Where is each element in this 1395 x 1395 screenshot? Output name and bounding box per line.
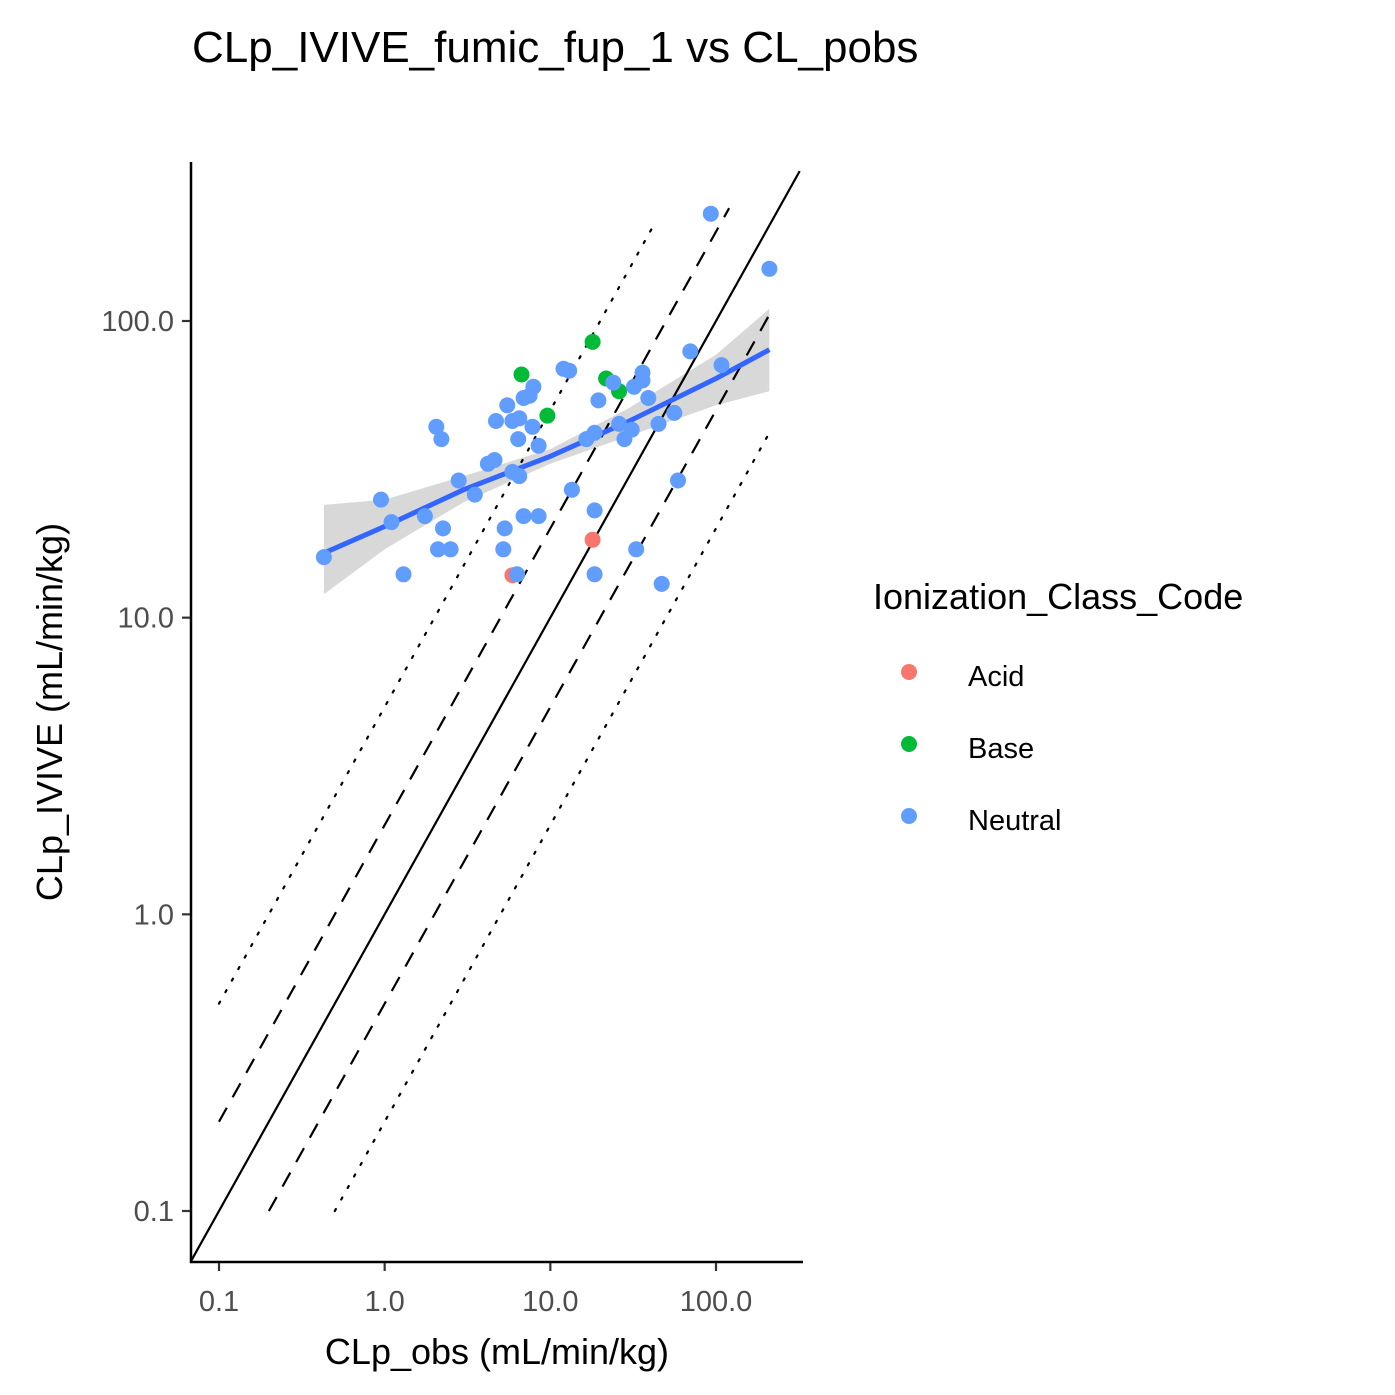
point-neutral: [530, 437, 547, 454]
reference-line-dashed-1: [218, 207, 731, 1123]
legend-title: Ionization_Class_Code: [873, 576, 1243, 617]
point-neutral: [430, 541, 446, 558]
point-neutral: [530, 508, 547, 525]
y-ticks: 0.1 1.0 10.0 100.0: [101, 306, 190, 1228]
y-axis-title: CLp_IVIVE (mL/min/kg): [29, 523, 70, 901]
point-neutral: [495, 541, 512, 558]
point-neutral: [666, 404, 683, 421]
point-neutral: [511, 468, 528, 485]
point-neutral: [563, 481, 580, 498]
x-tick-label: 100.0: [680, 1286, 753, 1318]
legend-key-base: [901, 736, 917, 752]
point-neutral: [525, 378, 542, 395]
point-neutral: [590, 392, 607, 409]
point-neutral: [623, 421, 640, 438]
point-neutral: [524, 418, 541, 435]
point-neutral: [586, 424, 603, 441]
point-neutral: [496, 520, 513, 537]
point-base: [584, 333, 601, 350]
point-neutral: [605, 374, 622, 391]
series-neutral: [315, 205, 778, 592]
point-neutral: [373, 491, 389, 508]
y-tick-label: 100.0: [101, 306, 174, 338]
reference-line-dashed-2: [267, 314, 771, 1212]
point-neutral: [433, 431, 450, 448]
point-neutral: [486, 452, 503, 468]
legend: Ionization_Class_Code Acid Base Neutral: [873, 576, 1243, 837]
confidence-band: [323, 308, 770, 595]
point-neutral: [650, 415, 667, 432]
y-tick-label: 0.1: [134, 1196, 174, 1228]
point-neutral: [488, 413, 504, 429]
legend-entries: Acid Base Neutral: [901, 661, 1062, 837]
point-neutral: [713, 357, 730, 374]
point-neutral: [428, 418, 445, 435]
legend-item-acid: Acid: [901, 661, 1024, 693]
point-neutral: [586, 502, 603, 519]
point-neutral: [561, 362, 578, 379]
x-tick-label: 1.0: [365, 1286, 405, 1318]
fit-line: [322, 347, 771, 556]
plot-panel: [190, 170, 801, 1262]
point-neutral: [682, 343, 699, 360]
point-neutral: [653, 575, 670, 592]
point-neutral: [450, 472, 467, 489]
point-neutral: [499, 397, 516, 414]
fit-line-layer: [322, 347, 771, 556]
legend-item-base: Base: [901, 733, 1034, 765]
chart-title: CLp_IVIVE_fumic_fup_1 vs CL_pobs: [192, 23, 918, 72]
point-base: [513, 366, 530, 383]
point-neutral: [611, 415, 628, 432]
point-base: [539, 407, 556, 424]
point-neutral: [586, 566, 603, 583]
point-neutral: [510, 431, 527, 448]
y-tick-label: 1.0: [134, 899, 174, 931]
point-neutral: [395, 566, 412, 583]
axes: 0.1 1.0 10.0 100.0 0.1 1.0 10.0 100.0: [101, 162, 803, 1318]
x-tick-label: 0.1: [199, 1286, 239, 1318]
y-tick-label: 10.0: [118, 603, 174, 635]
point-neutral: [761, 260, 778, 277]
point-neutral: [435, 520, 451, 537]
point-neutral: [315, 549, 332, 566]
legend-label: Acid: [968, 661, 1024, 693]
legend-label: Neutral: [968, 805, 1062, 837]
point-neutral: [670, 472, 686, 489]
reference-line-solid-0: [190, 170, 801, 1262]
x-tick-label: 10.0: [522, 1286, 578, 1318]
point-neutral: [442, 541, 459, 558]
x-ticks: 0.1 1.0 10.0 100.0: [199, 1263, 752, 1318]
point-neutral: [640, 390, 657, 406]
point-acid: [584, 531, 601, 548]
legend-label: Base: [968, 733, 1034, 765]
point-neutral: [634, 372, 651, 389]
point-neutral: [515, 508, 532, 525]
point-neutral: [702, 205, 719, 222]
reference-lines-layer: [190, 170, 801, 1262]
confidence-band-layer: [323, 308, 770, 595]
point-neutral: [466, 486, 483, 503]
x-axis-title: CLp_obs (mL/min/kg): [325, 1331, 669, 1372]
point-neutral: [383, 514, 400, 531]
point-neutral: [416, 508, 433, 525]
point-neutral: [628, 541, 645, 558]
point-neutral: [511, 410, 528, 427]
legend-item-neutral: Neutral: [901, 805, 1062, 837]
point-neutral: [509, 566, 526, 583]
data-points-layer: [315, 205, 778, 592]
reference-line-dotted-4: [333, 431, 771, 1213]
legend-key-acid: [901, 664, 917, 680]
legend-key-neutral: [901, 808, 917, 824]
